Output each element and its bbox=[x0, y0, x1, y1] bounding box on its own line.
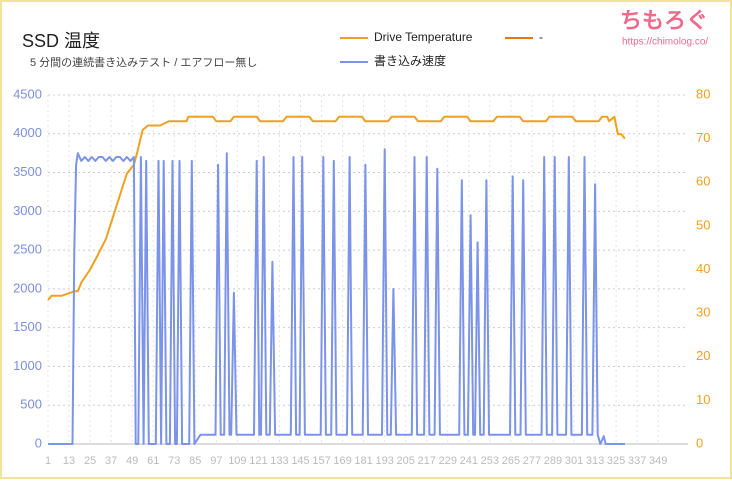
logo-url: https://chimolog.co/ bbox=[622, 37, 708, 48]
x-tick-label: 301 bbox=[565, 455, 583, 467]
y2-tick-label: 50 bbox=[696, 217, 710, 232]
series-line bbox=[47, 115, 626, 301]
x-tick-label: 13 bbox=[63, 455, 75, 467]
logo: ちもろぐ bbox=[620, 8, 708, 33]
x-tick-label: 49 bbox=[126, 455, 138, 467]
y2-tick-label: 40 bbox=[696, 261, 710, 276]
x-tick-label: 133 bbox=[270, 455, 288, 467]
x-tick-label: 25 bbox=[84, 455, 96, 467]
y2-tick-label: 20 bbox=[696, 348, 710, 363]
y-tick-label: 3500 bbox=[13, 164, 42, 179]
y-tick-label: 500 bbox=[20, 397, 42, 412]
x-tick-label: 61 bbox=[147, 455, 159, 467]
y2-tick-label: 60 bbox=[696, 174, 710, 189]
x-tick-label: 37 bbox=[105, 455, 117, 467]
y-tick-label: 2500 bbox=[13, 242, 42, 257]
x-tick-label: 181 bbox=[354, 455, 372, 467]
chart-title: SSD 温度 bbox=[22, 31, 100, 51]
x-tick-label: 277 bbox=[523, 455, 541, 467]
y-tick-label: 0 bbox=[35, 435, 42, 450]
y2-tick-label: 80 bbox=[696, 86, 710, 101]
x-tick-label: 109 bbox=[228, 455, 246, 467]
y-tick-label: 1000 bbox=[13, 358, 42, 373]
x-tick-label: 253 bbox=[481, 455, 499, 467]
x-tick-label: 73 bbox=[168, 455, 180, 467]
legend-label: 書き込み速度 bbox=[374, 53, 446, 68]
y2-tick-label: 70 bbox=[696, 130, 710, 145]
y-tick-label: 4500 bbox=[13, 86, 42, 101]
y-tick-label: 3000 bbox=[13, 203, 42, 218]
legend-label: - bbox=[539, 30, 543, 44]
x-tick-label: 337 bbox=[628, 455, 646, 467]
x-tick-label: 1 bbox=[45, 455, 51, 467]
y2-tick-label: 0 bbox=[696, 435, 703, 450]
x-tick-label: 325 bbox=[607, 455, 625, 467]
x-tick-label: 241 bbox=[460, 455, 478, 467]
legend-label: Drive Temperature bbox=[374, 30, 473, 44]
y2-tick-label: 30 bbox=[696, 305, 710, 320]
x-tick-label: 169 bbox=[333, 455, 351, 467]
x-tick-label: 217 bbox=[418, 455, 436, 467]
y-tick-label: 2000 bbox=[13, 280, 42, 295]
y2-tick-label: 10 bbox=[696, 392, 710, 407]
series-line bbox=[48, 148, 625, 445]
x-tick-label: 193 bbox=[375, 455, 393, 467]
x-tick-label: 145 bbox=[291, 455, 309, 467]
chart-subtitle: 5 分間の連続書き込みテスト / エアフロー無し bbox=[30, 55, 257, 69]
y-tick-label: 4000 bbox=[13, 125, 42, 140]
x-tick-label: 85 bbox=[189, 455, 201, 467]
x-tick-label: 265 bbox=[502, 455, 520, 467]
x-tick-label: 205 bbox=[397, 455, 415, 467]
x-tick-label: 97 bbox=[210, 455, 222, 467]
y-tick-label: 1500 bbox=[13, 319, 42, 334]
x-tick-label: 313 bbox=[586, 455, 604, 467]
x-tick-label: 349 bbox=[649, 455, 667, 467]
x-tick-label: 289 bbox=[544, 455, 562, 467]
x-tick-label: 121 bbox=[249, 455, 267, 467]
x-tick-label: 157 bbox=[312, 455, 330, 467]
x-tick-label: 229 bbox=[439, 455, 457, 467]
